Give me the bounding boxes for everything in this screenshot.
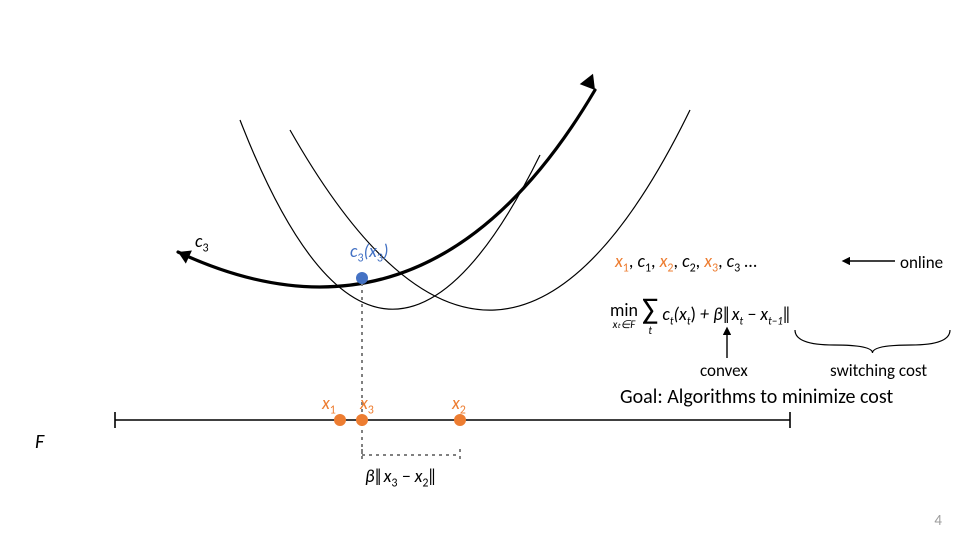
x3-label: x3 [360, 392, 374, 418]
objective-formula: minxₜ∈F ∑t ct(xt) + β‖xt − xt−1‖ [610, 295, 790, 336]
x1-label: x1 [322, 392, 336, 418]
c3-of-x3-label: c3(x3) [350, 240, 388, 266]
switching-distance-label: β‖x3 − x2‖ [365, 465, 436, 491]
slide-number: 4 [934, 512, 942, 530]
sequence-text: x1, c1, x2, c2, x3, c3 … [615, 250, 757, 276]
diagram-canvas [0, 0, 960, 540]
convex-annotation: convex [700, 360, 748, 381]
goal-text: Goal: Algorithms to minimize cost [620, 385, 893, 409]
switching-cost-annotation: switching cost [830, 360, 927, 381]
x2-label: x2 [452, 392, 466, 418]
online-annotation: online [900, 252, 943, 273]
feasible-set-label: F [35, 430, 44, 454]
c3-curve-label: c3 [195, 230, 209, 256]
